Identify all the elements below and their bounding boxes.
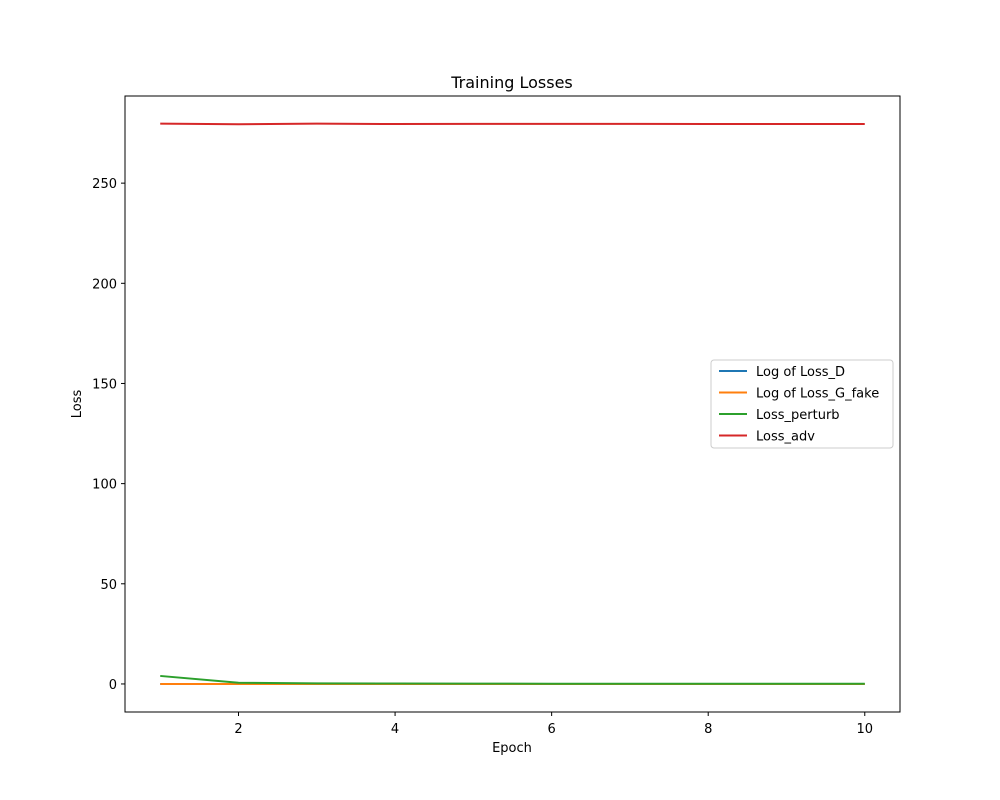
series-line-loss-adv [160,122,865,126]
legend-label: Loss_perturb [756,408,840,423]
y-tick-label: 250 [92,177,117,192]
x-axis-label: Epoch [492,741,532,756]
y-axis: 0 50 100 150 200 250 [92,177,125,693]
series-layer [160,122,865,685]
plot-frame [124,95,901,713]
y-tick-label: 100 [92,478,117,493]
legend-label: Loss_adv [756,430,815,445]
legend-label: Log of Loss_G_fake [756,387,879,402]
chart-title: Training Losses [450,73,573,92]
series-line-loss-perturb [160,674,865,685]
legend-label: Log of Loss_D [756,365,845,380]
y-tick-label: 50 [100,578,117,593]
legend-box [710,359,894,449]
x-tick-label: 8 [704,722,712,737]
x-axis: 2 4 6 8 10 [234,712,873,737]
y-tick-label: 0 [109,678,117,693]
y-tick-label: 200 [92,277,117,292]
x-tick-label: 2 [234,722,242,737]
x-tick-label: 10 [856,722,873,737]
y-tick-label: 150 [92,377,117,392]
x-tick-label: 4 [391,722,399,737]
y-axis-label: Loss [70,390,85,419]
legend: Log of Loss_D Log of Loss_G_fake Loss_pert… [710,359,894,449]
x-tick-label: 6 [548,722,556,737]
